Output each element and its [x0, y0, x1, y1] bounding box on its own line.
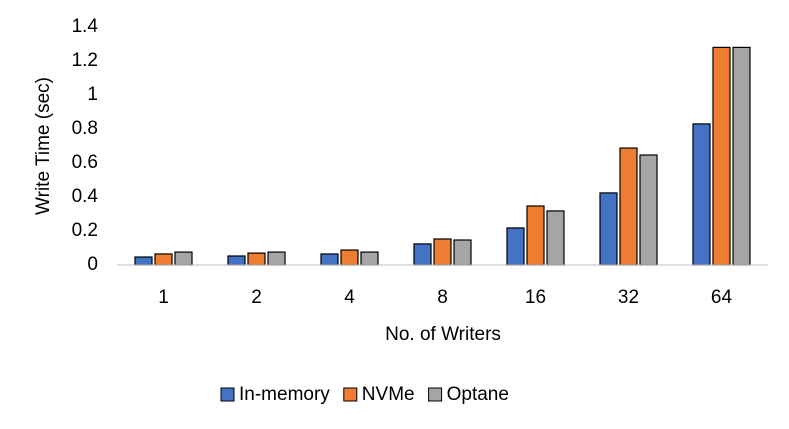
bar — [526, 205, 545, 266]
y-tick-label: 1.2 — [72, 50, 98, 71]
legend-swatch — [343, 387, 358, 402]
bar — [413, 243, 432, 266]
legend-swatch — [220, 387, 235, 402]
y-tick-label: 0.2 — [72, 220, 98, 241]
y-tick-label: 1 — [87, 84, 98, 105]
legend-label: NVMe — [362, 384, 415, 405]
bar — [320, 253, 339, 266]
y-tick-label: 0.4 — [72, 186, 99, 207]
bar — [433, 238, 452, 266]
x-tick-label: 32 — [618, 287, 639, 308]
bar — [732, 46, 751, 266]
bar — [227, 255, 246, 266]
x-tick-label: 16 — [525, 287, 546, 308]
bar — [692, 123, 711, 266]
legend: In-memory NVMe Optane — [220, 384, 509, 405]
y-tick-label: 1.4 — [72, 16, 99, 37]
bar — [712, 46, 731, 266]
y-tick-label: 0.8 — [72, 118, 98, 139]
bar — [453, 239, 472, 266]
bar — [247, 252, 266, 266]
bar — [599, 192, 618, 266]
bar — [154, 253, 173, 266]
legend-swatch — [428, 387, 443, 402]
y-axis-title: Write Time (sec) — [33, 77, 54, 215]
y-tick-label: 0.6 — [72, 152, 98, 173]
bar — [134, 256, 153, 266]
bar — [639, 154, 658, 266]
bar — [619, 147, 638, 266]
x-axis-title: No. of Writers — [385, 324, 501, 345]
x-tick-label: 2 — [251, 287, 262, 308]
x-tick-label: 1 — [158, 287, 169, 308]
bar — [506, 227, 525, 266]
x-tick-label: 8 — [437, 287, 448, 308]
x-tick-label: 4 — [344, 287, 355, 308]
legend-label: In-memory — [239, 384, 330, 405]
y-tick-label: 0 — [87, 254, 98, 275]
bar — [267, 251, 286, 266]
x-tick-label: 64 — [711, 287, 733, 308]
legend-label: Optane — [447, 384, 509, 405]
bar — [174, 251, 193, 266]
bar — [340, 249, 359, 266]
bar — [360, 251, 379, 266]
bar — [546, 210, 565, 266]
